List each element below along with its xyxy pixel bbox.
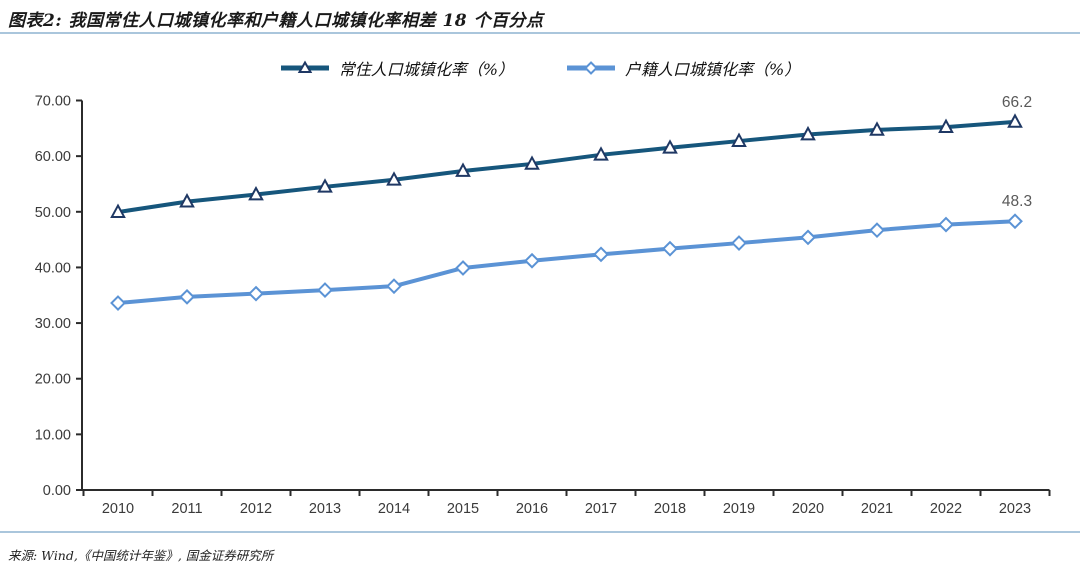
- x-tick-label: 2013: [309, 501, 341, 517]
- legend-item-hukou: 户籍人口城镇化率（%）: [566, 56, 800, 80]
- x-tick-label: 2011: [171, 501, 202, 517]
- series-line-0: [117, 119, 1016, 215]
- triangle-marker: [179, 193, 195, 208]
- y-tick-label: 40.00: [35, 260, 71, 276]
- triangle-marker: [662, 139, 678, 154]
- triangle-marker-icon: [297, 60, 313, 73]
- diamond-marker: [869, 222, 885, 239]
- x-tick-label: 2014: [378, 501, 410, 517]
- x-tick-label: 2010: [102, 501, 134, 517]
- diamond-marker: [938, 216, 954, 233]
- triangle-marker: [386, 171, 402, 186]
- triangle-marker: [1007, 113, 1023, 128]
- x-tick-label: 2019: [723, 501, 755, 517]
- diamond-marker: [386, 278, 402, 295]
- triangle-marker: [110, 203, 126, 218]
- y-tick-label: 10.00: [35, 427, 71, 443]
- triangle-marker: [869, 121, 885, 136]
- diamond-marker: [248, 285, 264, 302]
- diamond-marker-icon: [584, 61, 598, 75]
- y-tick-label: 70.00: [35, 94, 71, 110]
- diamond-marker: [455, 260, 471, 276]
- footer-divider: [0, 531, 1080, 533]
- y-tick-label: 20.00: [35, 372, 71, 388]
- diamond-marker: [524, 252, 540, 269]
- legend-label-resident: 常住人口城镇化率（%）: [338, 60, 514, 79]
- legend-label-hukou: 户籍人口城镇化率（%）: [625, 60, 801, 79]
- diamond-marker: [179, 288, 195, 305]
- triangle-marker: [938, 118, 954, 133]
- triangle-marker: [455, 162, 471, 177]
- diamond-marker: [1007, 213, 1023, 230]
- chart-title: 图表2: 我国常住人口城镇化率和户籍人口城镇化率相差 18 个百分点: [8, 11, 544, 31]
- x-tick-label: 2021: [861, 501, 893, 517]
- series-end-data-label: 48.3: [1002, 193, 1032, 210]
- diamond-marker: [593, 246, 609, 263]
- diamond-marker: [662, 240, 678, 257]
- line-diamond-marker-icon: [567, 61, 615, 75]
- y-tick-label: 50.00: [35, 205, 71, 221]
- diamond-marker: [317, 282, 333, 298]
- x-tick-label: 2016: [516, 501, 548, 517]
- y-tick-label: 0.00: [43, 483, 71, 499]
- series-end-data-label: 66.2: [1002, 94, 1032, 111]
- title-divider: [0, 32, 1080, 34]
- triangle-marker: [593, 146, 609, 161]
- diamond-marker: [731, 235, 747, 251]
- triangle-marker: [800, 125, 816, 141]
- y-tick-label: 60.00: [35, 149, 71, 165]
- x-tick-label: 2018: [654, 501, 686, 517]
- x-tick-label: 2020: [792, 501, 824, 517]
- y-tick-label: 30.00: [35, 316, 71, 332]
- triangle-marker: [731, 132, 747, 147]
- chart-legend: 常住人口城镇化率（%） 户籍人口城镇化率（%）: [0, 56, 1080, 80]
- x-tick-label: 2022: [930, 501, 962, 517]
- x-tick-label: 2012: [240, 501, 272, 517]
- x-tick-label: 2015: [447, 501, 479, 517]
- triangle-marker: [524, 155, 540, 170]
- x-tick-label: 2017: [585, 501, 617, 517]
- x-tick-label: 2023: [999, 501, 1031, 517]
- triangle-marker: [317, 178, 333, 193]
- diamond-marker: [110, 295, 126, 311]
- line-triangle-marker-icon: [280, 60, 329, 73]
- series-line-1: [117, 219, 1016, 306]
- diamond-marker: [800, 229, 816, 246]
- source-note: 来源: Wind,《中国统计年鉴》, 国金证券研究所: [8, 548, 274, 563]
- legend-item-resident: 常住人口城镇化率（%）: [280, 56, 514, 80]
- triangle-marker: [248, 185, 264, 201]
